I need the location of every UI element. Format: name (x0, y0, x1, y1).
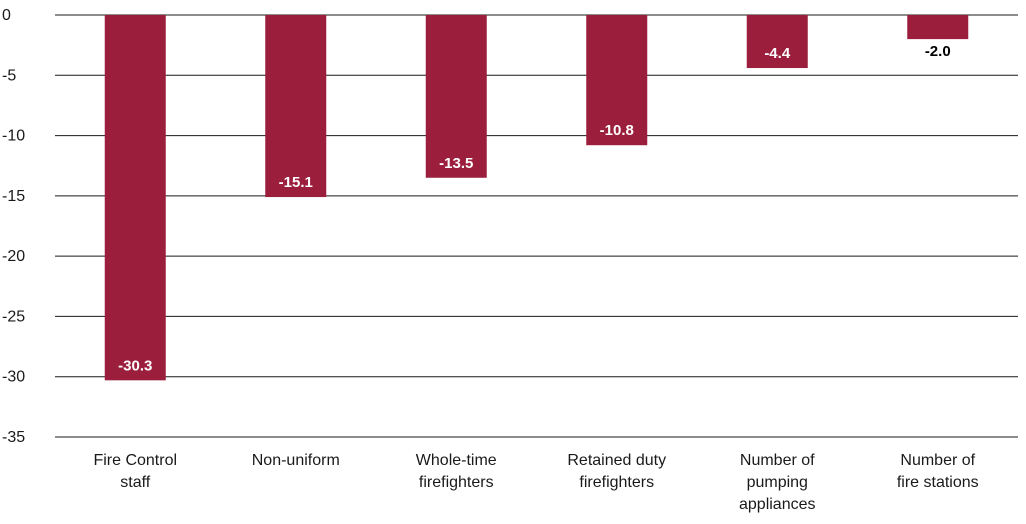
bars (104, 15, 969, 381)
bar (586, 15, 648, 146)
x-category-label: firefighters (579, 474, 654, 491)
x-category-label: staff (120, 474, 151, 491)
bar (907, 15, 969, 40)
bar (746, 15, 808, 69)
x-category-label: fire stations (897, 474, 979, 491)
bar (265, 15, 327, 198)
bar (425, 15, 487, 178)
data-label: -4.4 (764, 45, 791, 62)
data-label: -2.0 (925, 43, 951, 60)
x-category-label: appliances (739, 496, 816, 513)
data-label: -30.3 (118, 357, 152, 374)
x-category-label: Fire Control (93, 452, 177, 469)
y-tick-label: -25 (2, 308, 25, 325)
bar (104, 15, 166, 381)
x-axis-categories: Fire Control staff Non-uniform Whole-time fi… (93, 452, 978, 513)
x-category-label: Number of (740, 452, 815, 469)
gridlines (55, 14, 1018, 438)
y-tick-label: 0 (2, 7, 11, 24)
y-tick-label: -5 (2, 67, 16, 84)
x-category-label: Retained duty (567, 452, 666, 469)
y-tick-label: -30 (2, 369, 25, 386)
x-category-label: Non-uniform (252, 452, 340, 469)
y-axis-ticks: 0 -5 -10 -15 -20 -25 -30 -35 (2, 7, 25, 446)
x-category-label: Number of (900, 452, 975, 469)
x-category-label: Whole-time (416, 452, 497, 469)
data-label: -13.5 (439, 155, 473, 172)
data-labels: -30.3 -15.1 -13.5 -10.8 -4.4 -2.0 (118, 43, 951, 374)
x-category-label: firefighters (419, 474, 494, 491)
y-tick-label: -15 (2, 188, 25, 205)
data-label: -15.1 (279, 174, 313, 191)
y-tick-label: -35 (2, 429, 25, 446)
y-tick-label: -10 (2, 128, 25, 145)
y-tick-label: -20 (2, 248, 25, 265)
data-label: -10.8 (600, 122, 634, 139)
x-category-label: pumping (747, 474, 808, 491)
